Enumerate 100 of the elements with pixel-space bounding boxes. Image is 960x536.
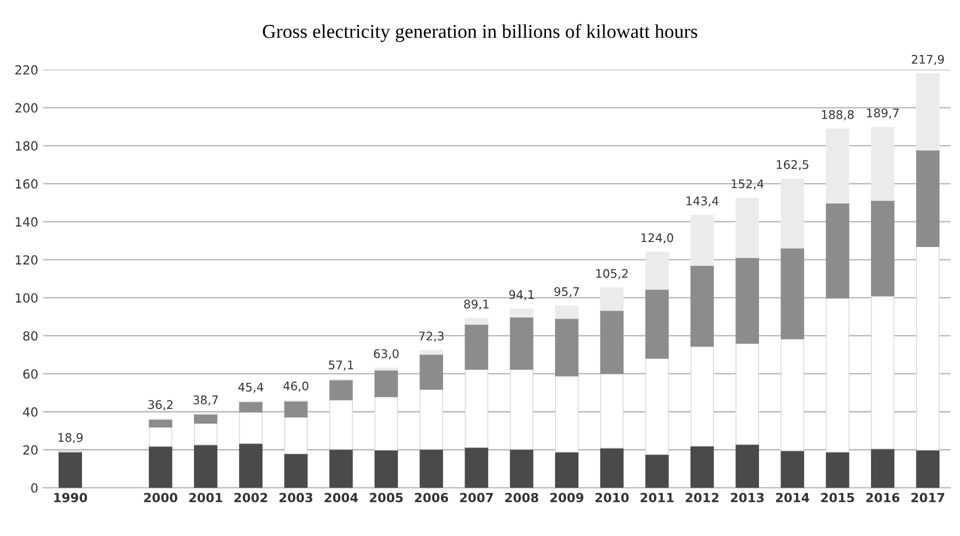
total-label: 105,2 [596, 269, 628, 280]
bar [780, 338, 804, 452]
total-label: 152,4 [732, 179, 764, 190]
bar [736, 342, 759, 445]
total-label: 94,1 [509, 290, 534, 300]
bar [374, 370, 398, 398]
bar [690, 264, 714, 347]
total-label: 143,4 [686, 196, 718, 207]
bar [736, 444, 759, 488]
bar [600, 310, 624, 374]
y-tick-label: 100 [16, 293, 38, 303]
bar [374, 450, 398, 488]
bar [239, 401, 263, 413]
bar [826, 202, 850, 299]
bar [148, 418, 172, 428]
x-tick-label: 2016 [866, 492, 900, 502]
bar [148, 446, 172, 488]
x-tick-label: 2005 [370, 492, 403, 502]
bar [420, 388, 444, 450]
bar [510, 448, 534, 488]
total-label: 95,7 [554, 287, 579, 298]
bar [420, 354, 444, 390]
bar [329, 448, 353, 488]
total-label: 18,9 [58, 433, 83, 444]
total-label: 46,0 [283, 382, 308, 392]
bar [510, 368, 534, 450]
y-tick-label: 20 [23, 445, 38, 455]
bar [148, 426, 172, 447]
y-tick-label: 60 [23, 369, 38, 379]
bar [464, 447, 488, 488]
x-tick-label: 2008 [505, 492, 538, 502]
x-tick-label: 2000 [144, 492, 178, 502]
x-tick-label: 2010 [595, 492, 629, 502]
x-tick-label: 2007 [460, 492, 493, 502]
total-label: 57,1 [328, 360, 354, 371]
x-tick-label: 2013 [730, 492, 764, 502]
x-tick-label: 2004 [324, 492, 358, 502]
x-tick-label: 2002 [234, 492, 268, 502]
y-tick-label: 140 [16, 217, 38, 227]
bar [736, 198, 759, 258]
y-tick-label: 120 [16, 255, 38, 265]
bar [555, 305, 578, 319]
bar [194, 422, 218, 446]
bar [780, 178, 804, 249]
bar [239, 443, 263, 488]
total-label: 162,5 [776, 160, 808, 170]
total-label: 38,7 [193, 395, 218, 406]
x-tick-label: 1990 [54, 492, 88, 502]
y-tick-label: 160 [16, 179, 38, 189]
bar [600, 287, 624, 311]
bar [600, 373, 624, 448]
bar [870, 126, 894, 201]
bar [420, 350, 444, 355]
y-tick-label: 0 [31, 483, 38, 493]
bar [645, 252, 669, 290]
bar [826, 452, 850, 488]
bar [194, 444, 218, 488]
bar [916, 450, 940, 488]
bar [464, 324, 488, 370]
total-label: 36,2 [148, 400, 173, 410]
bar [780, 450, 804, 488]
x-tick-label: 2006 [414, 492, 448, 502]
total-label: 217,9 [912, 54, 944, 65]
bar [645, 454, 669, 488]
bar [284, 416, 308, 454]
y-tick-label: 220 [15, 65, 38, 75]
bar [690, 446, 714, 488]
bar [194, 414, 218, 424]
bar [916, 73, 940, 150]
bar [555, 376, 578, 452]
total-label: 45,4 [238, 382, 264, 393]
bar [645, 288, 669, 359]
bar [284, 400, 308, 418]
bar [870, 448, 894, 488]
x-tick-label: 2001 [189, 492, 222, 502]
y-tick-label: 200 [15, 103, 38, 113]
bar [690, 346, 714, 447]
bar [510, 308, 534, 318]
bar [870, 200, 894, 296]
bar [555, 452, 578, 488]
total-label: 189,7 [867, 108, 899, 119]
bar [284, 453, 308, 488]
bar [916, 246, 940, 451]
bar [826, 128, 850, 204]
bar [374, 368, 398, 371]
bar [645, 358, 669, 455]
bar [916, 150, 940, 248]
x-tick-label: 2009 [550, 492, 584, 502]
x-tick-label: 2011 [640, 492, 674, 502]
chart-title: Gross electricity generation in billions of kilowatt hours [262, 24, 698, 42]
bar [690, 214, 714, 266]
total-label: 89,1 [464, 300, 489, 310]
bar [555, 318, 578, 376]
bar [464, 318, 488, 325]
y-tick-label: 180 [16, 141, 38, 151]
x-tick-label: 2003 [280, 492, 312, 502]
bar [329, 380, 353, 400]
total-label: 72,3 [419, 332, 444, 342]
total-label: 188,8 [822, 110, 854, 120]
bar [329, 399, 353, 450]
